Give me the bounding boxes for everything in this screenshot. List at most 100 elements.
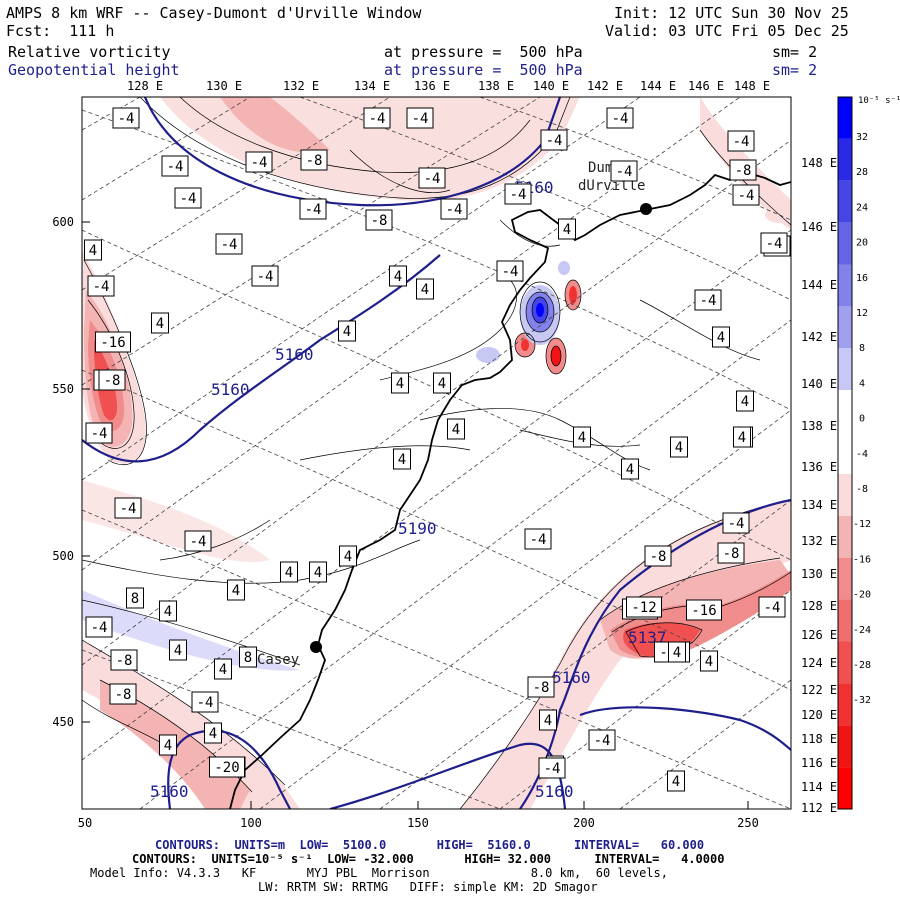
vorticity-label: 4 <box>675 440 683 456</box>
field2-smoothing: sm= 2 <box>772 61 818 79</box>
vorticity-label: 4 <box>438 376 446 392</box>
colorbar-label: 12 <box>856 308 868 319</box>
colorbar-label: -20 <box>853 590 871 601</box>
right-lon-label: 114 E <box>801 780 837 794</box>
vorticity-label: 4 <box>626 462 634 478</box>
vorticity-label: -8 <box>306 153 323 169</box>
vorticity-label: -8 <box>116 653 133 669</box>
vorticity-label: 4 <box>578 430 586 446</box>
vorticity-label: -16 <box>691 603 716 619</box>
top-lon-label: 148 E <box>734 79 770 93</box>
right-lon-label: 136 E <box>801 460 837 474</box>
vorticity-label-box <box>717 542 745 564</box>
height-label: 5160 <box>211 380 250 399</box>
vorticity-label: -8 <box>723 546 740 562</box>
vorticity-label: 4 <box>738 430 746 446</box>
colorbar-swatch <box>838 390 852 433</box>
vorticity-label-box <box>524 528 552 550</box>
x-tick-label: 150 <box>407 816 429 830</box>
vorticity-label: -4 <box>616 164 633 180</box>
geopotential-height-contours <box>82 97 791 809</box>
vorticity-label-box <box>433 372 451 394</box>
vorticity-label: -12 <box>631 600 656 616</box>
vorticity-label: -4 <box>530 532 547 548</box>
vorticity-label-box <box>732 184 760 206</box>
right-lon-label: 148 E <box>801 156 837 170</box>
field1-name: Relative vorticity <box>8 43 171 61</box>
vorticity-label-box <box>191 691 219 713</box>
vorticity-label-box <box>126 587 144 609</box>
vorticity-label-box <box>573 426 591 448</box>
colorbar-label: 20 <box>856 238 868 249</box>
vorticity-label-box <box>98 369 126 391</box>
vorticity-label-box <box>239 646 257 668</box>
vorticity-label-box <box>760 232 788 254</box>
right-longitude-labels: 148 E 146 E 144 E 142 E 140 E 138 E 136 … <box>801 156 837 815</box>
vorticity-label-box <box>363 107 391 129</box>
vorticity-label: 4 <box>156 316 164 332</box>
vorticity-label-box <box>209 756 245 778</box>
vorticity-label-box <box>204 722 222 744</box>
colorbar-swatch <box>838 683 852 726</box>
x-tick-label: 250 <box>737 816 759 830</box>
field1-level: at pressure = 500 hPa <box>384 43 583 61</box>
vorticity-label: 4 <box>344 549 352 565</box>
vorticity-label: 4 <box>219 662 227 678</box>
right-lon-label: 120 E <box>801 708 837 722</box>
colorbar-swatch <box>838 473 852 516</box>
y-tick-label: 500 <box>52 549 74 563</box>
vorticity-label-box <box>161 155 189 177</box>
vorticity-label: -4 <box>197 695 214 711</box>
colorbar-swatch <box>838 348 852 391</box>
vorticity-label: 4 <box>174 643 182 659</box>
height-label: 5160 <box>552 668 591 687</box>
vorticity-label-box <box>184 530 212 552</box>
vorticity-label-box <box>758 596 786 618</box>
right-lon-label: 134 E <box>801 498 837 512</box>
vorticity-label: 4 <box>164 604 172 620</box>
top-lon-label: 132 E <box>283 79 319 93</box>
field1-smoothing: sm= 2 <box>772 43 818 61</box>
vorticity-label-box <box>299 198 327 220</box>
map-title: AMPS 8 km WRF -- Casey-Dumont d'Urville … <box>6 4 422 22</box>
vorticity-label: -4 <box>544 761 561 777</box>
vorticity-label: -4 <box>118 111 135 127</box>
right-lon-label: 130 E <box>801 567 837 581</box>
colorbar-swatch <box>838 515 852 558</box>
vorticity-label: 4 <box>89 243 97 259</box>
right-lon-label: 128 E <box>801 599 837 613</box>
vorticity-label: -16 <box>100 335 125 351</box>
top-longitude-labels: 128 E 130 E 132 E 134 E 136 E 138 E 140 … <box>127 79 770 93</box>
vorticity-label: -20 <box>214 760 239 776</box>
vorticity-label: -4 <box>221 237 238 253</box>
colorbar-label: -8 <box>856 484 868 495</box>
vorticity-label-box <box>159 600 177 622</box>
right-lon-label: 146 E <box>801 220 837 234</box>
colorbar-label: -12 <box>853 519 871 530</box>
vorticity-label-box <box>729 159 757 181</box>
top-lon-label: 144 E <box>640 79 676 93</box>
vorticity-label-box <box>418 167 446 189</box>
y-tick-label: 600 <box>52 215 74 229</box>
vorticity-label: -4 <box>91 426 108 442</box>
vorticity-label: 4 <box>741 394 749 410</box>
vorticity-label: 4 <box>285 565 293 581</box>
height-label: 5160 <box>150 782 189 801</box>
vorticity-label: 4 <box>705 654 713 670</box>
vorticity-label: -8 <box>371 213 388 229</box>
right-lon-label: 124 E <box>801 656 837 670</box>
vorticity-label-box <box>406 107 434 129</box>
height-label: 5160 <box>275 345 314 364</box>
vorticity-label-box <box>215 233 243 255</box>
vorticity-label-box <box>588 729 616 751</box>
colorbar-swatch <box>838 222 852 265</box>
vorticity-label-box <box>504 183 532 205</box>
top-lon-label: 128 E <box>127 79 163 93</box>
forecast-hour: Fcst: 111 h <box>6 22 115 40</box>
vorticity-label: -4 <box>738 188 755 204</box>
x-tick-label: 200 <box>573 816 595 830</box>
vorticity-label: -4 <box>764 600 781 616</box>
vorticity-contour-labels: -8 -4 -4 -4 -8 -4 -4 -4 -4 -8 -4 -4 -4 -4 -4 -4 -4 -4 -8 -4… <box>84 107 791 792</box>
vorticity-label-box <box>109 683 137 705</box>
